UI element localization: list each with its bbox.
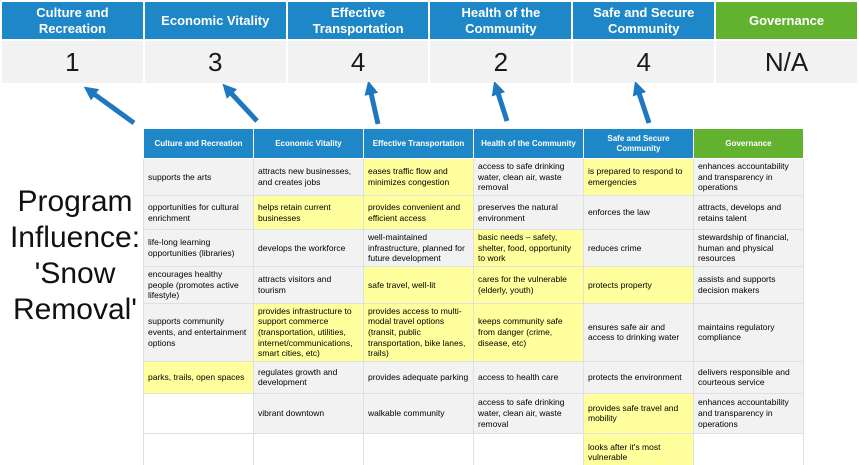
- score-column-header-governance: Governance: [716, 2, 857, 39]
- matrix-row: supports community events, and entertain…: [143, 302, 804, 362]
- matrix-cell: attracts new businesses, and creates job…: [253, 158, 364, 196]
- matrix-cell: [473, 432, 584, 465]
- matrix-cell: protects property: [583, 265, 694, 304]
- program-title: Program Influence: 'Snow Removal': [0, 184, 150, 328]
- matrix-cell: [143, 432, 254, 465]
- influence-arrow-icon: [491, 82, 510, 122]
- matrix-cell: supports community events, and entertain…: [143, 302, 254, 362]
- matrix-cell: opportunities for cultural enrichment: [143, 195, 254, 230]
- matrix-cell: looks after it's most vulnerable: [583, 432, 694, 465]
- matrix-cell: access to safe drinking water, clean air…: [473, 158, 584, 196]
- influence-arrow-icon: [632, 82, 652, 124]
- matrix-cell: attracts visitors and tourism: [253, 265, 364, 304]
- matrix-cell: attracts, develops and retains talent: [693, 195, 804, 230]
- score-value-culture: 1: [2, 41, 143, 83]
- matrix-cell: cares for the vulnerable (elderly, youth…: [473, 265, 584, 304]
- matrix-row: parks, trails, open spaces regulates gro…: [143, 360, 804, 394]
- score-value-economic: 3: [144, 41, 286, 83]
- matrix-cell: encourages healthy people (promotes acti…: [143, 265, 254, 304]
- matrix-cell: provides safe travel and mobility: [583, 392, 694, 434]
- matrix-row: life-long learning opportunities (librar…: [143, 229, 804, 267]
- matrix-cell: provides infrastructure to support comme…: [253, 302, 364, 362]
- influence-arrow-icon: [222, 83, 259, 123]
- matrix-cell: enhances accountability and transparency…: [693, 158, 804, 196]
- score-value-health: 2: [430, 41, 572, 83]
- matrix-row: looks after it's most vulnerable: [143, 432, 804, 465]
- matrix-cell: delivers responsible and courteous servi…: [693, 360, 804, 394]
- matrix-cell: ensures safe air and access to drinking …: [583, 302, 694, 362]
- matrix-header-governance: Governance: [693, 128, 804, 159]
- matrix-cell: eases traffic flow and minimizes congest…: [363, 158, 474, 196]
- matrix-cell: provides access to multi-modal travel op…: [363, 302, 474, 362]
- matrix-cell: keeps community safe from danger (crime,…: [473, 302, 584, 362]
- matrix-cell: [143, 392, 254, 434]
- matrix-cell: enforces the law: [583, 195, 694, 230]
- matrix-cell: life-long learning opportunities (librar…: [143, 229, 254, 267]
- matrix-cell: provides adequate parking: [363, 360, 474, 394]
- matrix-cell: walkable community: [363, 392, 474, 434]
- matrix-cell: vibrant downtown: [253, 392, 364, 434]
- matrix-cell: preserves the natural environment: [473, 195, 584, 230]
- matrix-header-safety: Safe and Secure Community: [583, 128, 694, 159]
- influence-arrow-icon: [364, 82, 381, 125]
- score-column-header-transportation: Effective Transportation: [287, 2, 429, 39]
- matrix-cell: helps retain current businesses: [253, 195, 364, 230]
- matrix-cell: maintains regulatory compliance: [693, 302, 804, 362]
- matrix-cell: basic needs – safety, shelter, food, opp…: [473, 229, 584, 267]
- matrix-cell: [693, 432, 804, 465]
- matrix-cell: supports the arts: [143, 158, 254, 196]
- score-column-header-culture: Culture and Recreation: [2, 2, 143, 39]
- program-title-line: Influence:: [9, 221, 141, 254]
- matrix-header-row: Culture and Recreation Economic Vitality…: [143, 128, 804, 159]
- matrix-row: encourages healthy people (promotes acti…: [143, 265, 804, 304]
- matrix-cell: protects the environment: [583, 360, 694, 394]
- program-title-line: Program: [17, 185, 133, 218]
- matrix-header-transportation: Effective Transportation: [363, 128, 474, 159]
- matrix-cell: [253, 432, 364, 465]
- score-header-row: Culture and Recreation Economic Vitality…: [2, 2, 857, 39]
- score-summary-table: Culture and Recreation Economic Vitality…: [0, 0, 859, 85]
- matrix-cell: access to health care: [473, 360, 584, 394]
- matrix-cell: safe travel, well-lit: [363, 265, 474, 304]
- matrix-cell: develops the workforce: [253, 229, 364, 267]
- matrix-cell: well-maintained infrastructure, planned …: [363, 229, 474, 267]
- score-column-header-health: Health of the Community: [430, 2, 572, 39]
- matrix-header-health: Health of the Community: [473, 128, 584, 159]
- score-value-governance: N/A: [716, 41, 857, 83]
- matrix-cell: enhances accountability and transparency…: [693, 392, 804, 434]
- matrix-cell: regulates growth and development: [253, 360, 364, 394]
- score-column-header-economic: Economic Vitality: [144, 2, 286, 39]
- influence-arrow-icon: [83, 86, 136, 126]
- influence-matrix-table: Culture and Recreation Economic Vitality…: [143, 128, 804, 465]
- score-column-header-safety: Safe and Secure Community: [573, 2, 715, 39]
- matrix-header-economic: Economic Vitality: [253, 128, 364, 159]
- matrix-cell: stewardship of financial, human and phys…: [693, 229, 804, 267]
- matrix-header-culture: Culture and Recreation: [143, 128, 254, 159]
- matrix-cell: access to safe drinking water, clean air…: [473, 392, 584, 434]
- matrix-row: supports the arts attracts new businesse…: [143, 158, 804, 196]
- matrix-cell: provides convenient and efficient access: [363, 195, 474, 230]
- score-value-row: 1 3 4 2 4 N/A: [2, 41, 857, 83]
- program-title-line: Removal': [12, 293, 138, 326]
- score-value-safety: 4: [573, 41, 715, 83]
- program-title-line: 'Snow: [34, 257, 116, 290]
- matrix-cell: is prepared to respond to emergencies: [583, 158, 694, 196]
- matrix-cell: reduces crime: [583, 229, 694, 267]
- score-value-transportation: 4: [287, 41, 429, 83]
- matrix-row: vibrant downtown walkable community acce…: [143, 392, 804, 434]
- matrix-cell: [363, 432, 474, 465]
- influence-arrows: [83, 82, 652, 126]
- matrix-cell: assists and supports decision makers: [693, 265, 804, 304]
- matrix-cell: parks, trails, open spaces: [143, 360, 254, 394]
- matrix-row: opportunities for cultural enrichment he…: [143, 195, 804, 230]
